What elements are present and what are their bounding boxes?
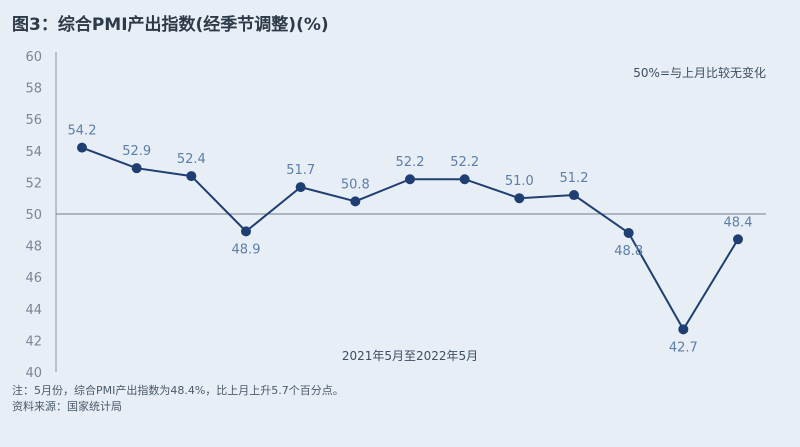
data-label: 42.7: [669, 340, 698, 355]
data-point: [405, 174, 415, 185]
data-point: [459, 174, 470, 185]
data-label: 52.9: [122, 144, 151, 159]
data-label: 52.2: [396, 155, 425, 170]
data-point: [295, 182, 306, 193]
chart-title: 图3：综合PMI产出指数(经季节调整)(%): [12, 15, 329, 35]
y-tick-label: 60: [25, 50, 42, 65]
data-point: [131, 163, 142, 174]
y-tick-label: 54: [25, 145, 42, 160]
y-tick-label: 46: [25, 271, 42, 286]
data-point: [733, 234, 743, 245]
data-label: 50.8: [341, 177, 370, 192]
footnote-note: 注：5月份，综合PMI产出指数为48.4%，比上月上升5.7个百分点。: [12, 384, 344, 397]
data-label: 48.8: [614, 244, 643, 259]
data-point: [350, 196, 361, 207]
y-tick-label: 48: [25, 240, 42, 255]
data-label: 54.2: [68, 124, 97, 139]
data-label: 51.7: [286, 163, 315, 178]
data-point: [678, 324, 689, 335]
footnotes: 注：5月份，综合PMI产出指数为48.4%，比上月上升5.7个百分点。 资料来源…: [12, 383, 344, 415]
footnote-source: 资料来源：国家统计局: [12, 400, 122, 413]
y-axis: 40 42 44 46 48 50 52 54 56 58 60: [25, 50, 57, 381]
data-point: [77, 142, 87, 153]
data-point: [514, 193, 525, 204]
y-tick-label: 42: [25, 334, 42, 349]
period-label: 2021年5月至2022年5月: [342, 349, 478, 363]
data-markers: [77, 142, 743, 335]
data-label: 52.4: [177, 152, 206, 167]
data-label: 51.2: [560, 171, 589, 186]
data-point: [623, 227, 634, 238]
reference-note: 50%=与上月比较无变化: [633, 65, 766, 80]
data-point: [186, 171, 197, 182]
data-label: 52.2: [450, 155, 479, 170]
y-tick-label: 40: [25, 366, 42, 381]
data-label: 48.4: [724, 215, 753, 230]
y-tick-label: 44: [25, 303, 42, 318]
y-tick-label: 52: [25, 176, 42, 191]
data-label: 48.9: [232, 242, 261, 257]
y-tick-label: 50: [25, 208, 42, 223]
y-tick-label: 58: [25, 82, 42, 97]
y-tick-label: 56: [25, 113, 42, 128]
data-point: [569, 190, 579, 201]
data-point: [241, 226, 251, 237]
data-label: 51.0: [505, 174, 534, 189]
data-labels: 54.2 52.9 52.4 48.9 51.7 50.8 52.2 52.2 51.0 51.2…: [68, 124, 753, 356]
